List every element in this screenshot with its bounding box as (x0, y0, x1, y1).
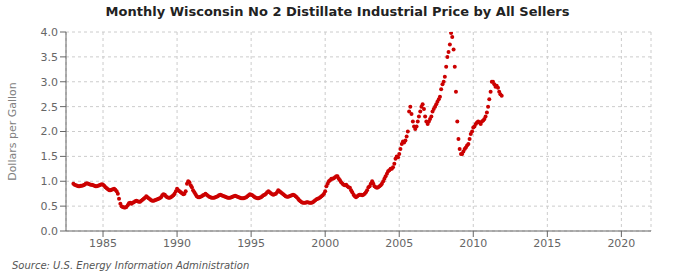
svg-text:1.5: 1.5 (41, 150, 59, 163)
svg-text:Dollars per Gallon: Dollars per Gallon (8, 82, 19, 181)
svg-text:2.5: 2.5 (41, 101, 59, 114)
svg-text:1.0: 1.0 (41, 175, 59, 188)
svg-text:1985: 1985 (89, 237, 117, 250)
svg-text:1990: 1990 (163, 237, 191, 250)
svg-text:2015: 2015 (533, 237, 561, 250)
svg-text:0.0: 0.0 (41, 225, 59, 238)
svg-text:3.0: 3.0 (41, 76, 59, 89)
svg-text:2.0: 2.0 (41, 125, 59, 138)
html-text:Source: U.S. Energy Informatio: Source: U.S. Energy Information Administ… (12, 260, 250, 271)
svg-text:1995: 1995 (237, 237, 265, 250)
svg-text:2005: 2005 (385, 237, 413, 250)
svg-text:0.5: 0.5 (41, 200, 59, 213)
svg-text:2020: 2020 (607, 237, 635, 250)
svg-text:2000: 2000 (311, 237, 339, 250)
svg-text:2010: 2010 (459, 237, 487, 250)
svg-text:3.5: 3.5 (41, 51, 59, 64)
html-text:Monthly Wisconsin No 2 Distill: Monthly Wisconsin No 2 Distillate Indust… (105, 4, 570, 19)
svg-text:4.0: 4.0 (41, 26, 59, 39)
